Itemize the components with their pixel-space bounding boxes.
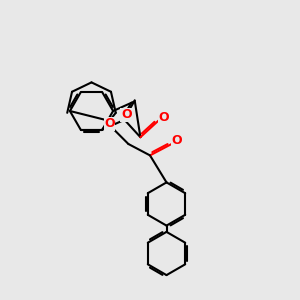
Text: O: O (158, 111, 169, 124)
Text: O: O (104, 117, 115, 130)
Text: O: O (172, 134, 182, 148)
Text: O: O (121, 108, 132, 121)
